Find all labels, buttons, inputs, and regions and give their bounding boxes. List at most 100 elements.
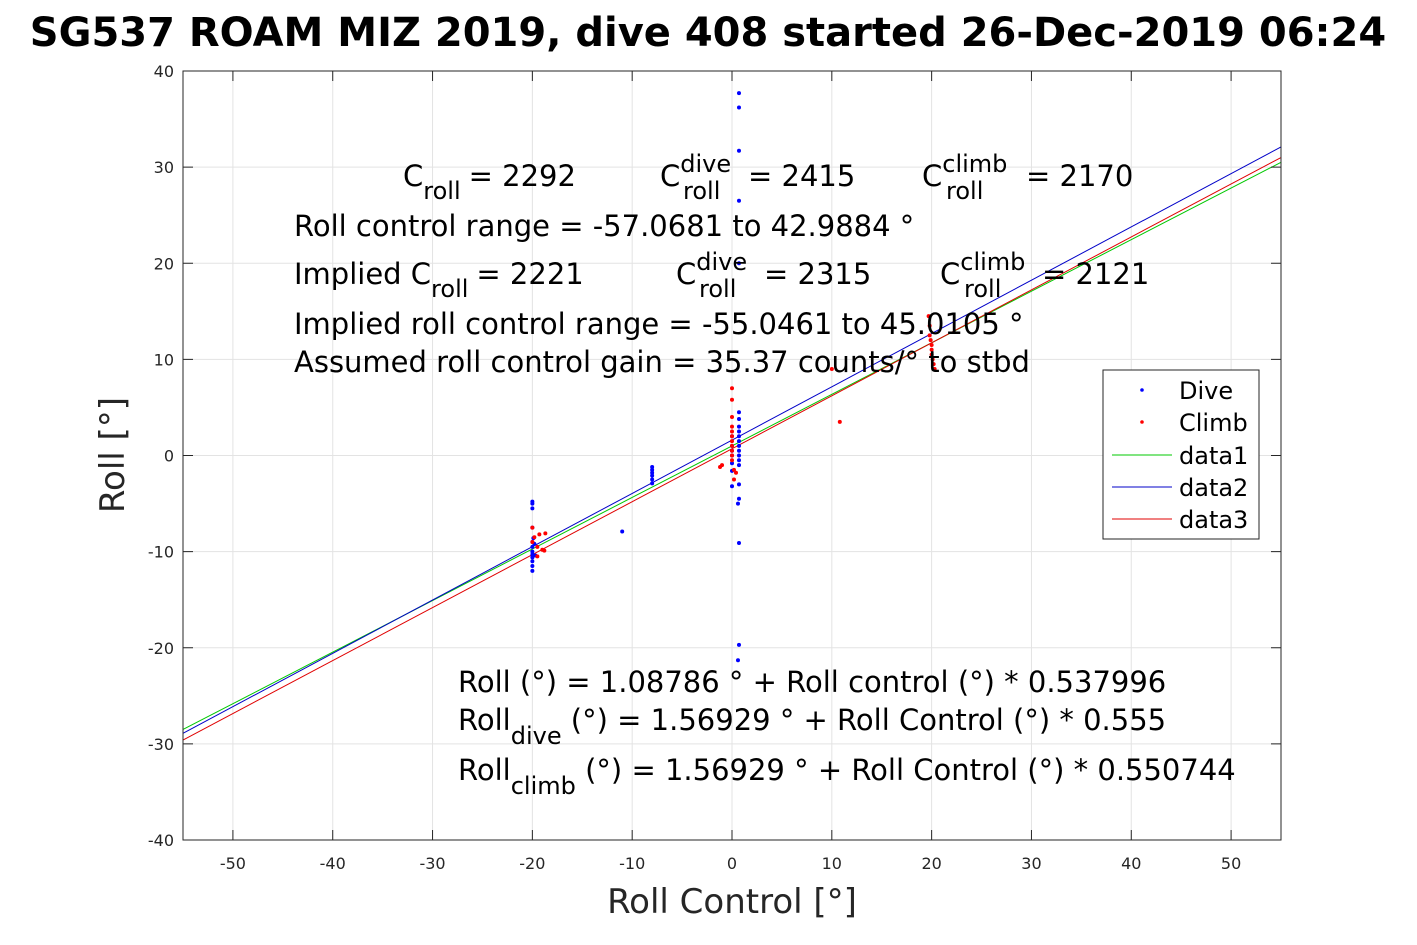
- point-dive: [736, 410, 741, 415]
- point-climb: [730, 397, 734, 402]
- point-dive: [736, 443, 741, 448]
- y-tick-label: 30: [154, 158, 174, 177]
- point-climb: [532, 535, 537, 540]
- point-climb: [731, 467, 736, 472]
- scatter-points: [530, 91, 937, 663]
- x-tick-label: -50: [220, 854, 246, 873]
- point-climb: [730, 453, 734, 458]
- point-climb: [829, 366, 834, 371]
- point-dive: [650, 470, 655, 475]
- legend-label-climb: Climb: [1179, 409, 1248, 437]
- y-tick-label: 20: [154, 254, 174, 273]
- point-climb: [530, 525, 535, 530]
- point-dive: [730, 484, 734, 489]
- y-tick-label: 10: [154, 350, 174, 369]
- legend-label-dive: Dive: [1179, 377, 1233, 405]
- point-climb: [730, 386, 734, 391]
- legend-label-data2: data2: [1179, 474, 1248, 502]
- point-dive: [736, 540, 741, 545]
- point-climb: [542, 548, 547, 553]
- point-dive: [736, 439, 741, 444]
- point-climb: [730, 458, 734, 463]
- point-climb: [927, 333, 932, 338]
- point-dive: [650, 467, 655, 472]
- implied-roll-control-range: Implied roll control range = -55.0461 to…: [294, 307, 1024, 341]
- point-climb: [730, 443, 734, 448]
- point-dive: [530, 544, 535, 549]
- point-climb: [537, 532, 542, 537]
- legend: Dive Climb data1 data2 data3: [1102, 369, 1260, 540]
- point-climb: [731, 477, 736, 482]
- x-tick-label: 40: [1121, 854, 1141, 873]
- axis-ticks: -50 -40 -30 -20 -10 0 10 20 30 40 50 40 30 20 10 0 -10 -2…: [148, 62, 1281, 873]
- x-axis-label: Roll Control [°]: [607, 882, 857, 922]
- point-climb: [530, 540, 535, 545]
- point-dive: [736, 148, 741, 153]
- point-dive: [620, 529, 625, 534]
- y-tick-label: 0: [164, 447, 174, 466]
- point-climb: [535, 554, 540, 559]
- y-tick-label: -10: [148, 543, 174, 562]
- x-tick-label: -10: [619, 854, 645, 873]
- point-climb: [931, 362, 936, 367]
- legend-label-data1: data1: [1179, 442, 1248, 470]
- point-dive: [736, 463, 741, 468]
- point-dive: [736, 105, 741, 110]
- point-dive: [736, 642, 741, 647]
- point-dive: [736, 424, 741, 429]
- x-tick-label: 20: [921, 854, 941, 873]
- point-dive: [735, 501, 740, 506]
- y-tick-label: 40: [154, 62, 174, 81]
- point-dive: [650, 465, 655, 470]
- point-dive: [530, 564, 535, 569]
- point-climb: [927, 323, 932, 328]
- point-dive: [650, 477, 655, 482]
- x-tick-label: 30: [1021, 854, 1041, 873]
- point-climb: [718, 465, 723, 470]
- point-dive: [736, 429, 741, 434]
- point-dive: [530, 499, 535, 504]
- point-dive: [730, 461, 734, 466]
- point-climb: [730, 439, 734, 444]
- point-dive: [736, 482, 741, 487]
- point-climb: [837, 419, 842, 424]
- y-axis-label: Roll [°]: [93, 397, 133, 513]
- implied-c-climb-annotation: Cclimb roll = 2121: [940, 248, 1149, 303]
- chart-title: SG537 ROAM MIZ 2019, dive 408 started 26…: [30, 10, 1386, 56]
- point-dive: [736, 91, 741, 96]
- c-roll-climb-annotation: Cclimb roll = 2170: [922, 150, 1133, 205]
- point-climb: [928, 338, 933, 343]
- annotations: Croll = 2292 Cdive roll = 2415 Cclimb roll = …: [294, 150, 1236, 800]
- x-tick-label: -20: [519, 854, 545, 873]
- point-dive: [736, 434, 741, 439]
- c-roll-annotation: Croll = 2292: [403, 159, 576, 205]
- point-dive: [530, 506, 535, 511]
- point-dive: [736, 416, 741, 421]
- point-dive: [530, 559, 535, 564]
- legend-marker-dive: [1140, 388, 1144, 392]
- point-dive: [736, 261, 741, 266]
- point-climb: [730, 429, 734, 434]
- x-tick-label: 10: [822, 854, 842, 873]
- implied-c-roll-annotation: Implied Croll = 2221: [294, 257, 584, 303]
- y-tick-label: -20: [148, 639, 174, 658]
- fit-equation: Roll (°) = 1.08786 ° + Roll control (°) …: [458, 665, 1166, 699]
- x-tick-label: -30: [419, 854, 445, 873]
- point-climb: [730, 434, 734, 439]
- fit-equation-climb: Rollclimb (°) = 1.56929 ° + Roll Control…: [458, 753, 1236, 800]
- point-dive: [735, 658, 740, 663]
- point-climb: [929, 342, 934, 347]
- x-tick-label: -40: [320, 854, 346, 873]
- point-dive: [650, 473, 655, 478]
- point-climb: [929, 352, 934, 357]
- roll-control-range: Roll control range = -57.0681 to 42.9884…: [294, 209, 914, 243]
- y-tick-label: -30: [148, 735, 174, 754]
- point-climb: [733, 470, 738, 475]
- point-climb: [730, 415, 734, 420]
- point-dive: [530, 555, 535, 560]
- point-climb: [930, 357, 935, 362]
- point-climb: [932, 366, 937, 371]
- implied-c-dive-annotation: Cdive roll = 2315: [676, 248, 871, 303]
- x-tick-label: 0: [727, 854, 737, 873]
